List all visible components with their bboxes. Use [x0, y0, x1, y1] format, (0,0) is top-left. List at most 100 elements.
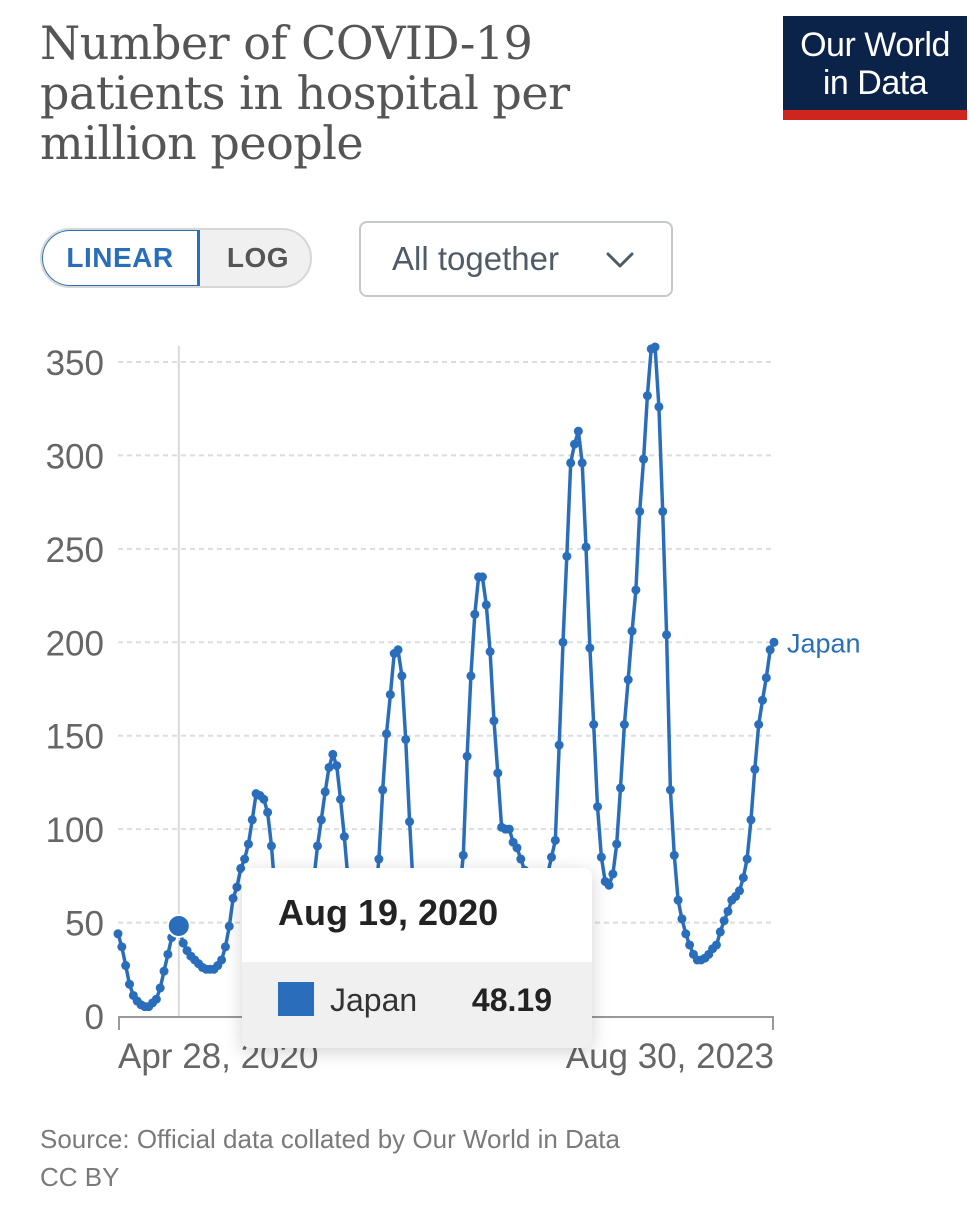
data-point [761, 673, 771, 683]
data-point [639, 454, 649, 464]
logo-line2: in Data [822, 64, 928, 102]
facet-select[interactable]: All together [359, 221, 673, 297]
data-point [266, 841, 276, 851]
data-point [608, 869, 618, 879]
data-point [385, 690, 395, 700]
series-label-japan: Japan [787, 628, 861, 658]
tooltip-row: Japan 48.19 [242, 962, 592, 1048]
data-point [677, 914, 687, 924]
data-point [401, 734, 411, 744]
data-point [405, 817, 415, 827]
data-point [178, 938, 188, 948]
data-point [765, 645, 775, 655]
data-point [470, 609, 480, 619]
data-point [627, 626, 637, 636]
data-point [485, 647, 495, 657]
data-point [247, 815, 257, 825]
data-point [312, 841, 322, 851]
data-point [232, 882, 242, 892]
data-point [750, 764, 760, 774]
data-point [378, 785, 388, 795]
source-note: Source: Official data collated by Our Wo… [40, 1120, 620, 1196]
data-point [566, 458, 576, 468]
data-point [332, 761, 342, 771]
data-point [224, 921, 234, 931]
data-point [662, 630, 672, 640]
data-point [217, 955, 227, 965]
tooltip-value: 48.19 [471, 982, 552, 1018]
data-point [382, 729, 392, 739]
data-point [581, 542, 591, 552]
data-point [665, 785, 675, 795]
grid-lines [118, 361, 774, 924]
tooltip: Aug 19, 2020 Japan 48.19 [242, 868, 592, 1048]
data-point [669, 850, 679, 860]
chart-title: Number of COVID-19 patients in hospital … [40, 16, 570, 170]
data-point [462, 751, 472, 761]
data-point [558, 637, 568, 647]
data-point [738, 873, 748, 883]
data-point [573, 426, 583, 436]
y-tick-label-250: 250 [46, 531, 104, 570]
scale-toggle: LINEAR LOG [40, 228, 312, 288]
data-point [163, 949, 173, 959]
data-point [117, 942, 127, 952]
data-point [616, 783, 626, 793]
data-point [562, 551, 572, 561]
data-point [504, 824, 514, 834]
data-point [685, 940, 695, 950]
data-point [339, 832, 349, 842]
data-point [493, 768, 503, 778]
data-point [757, 695, 767, 705]
data-point [742, 854, 752, 864]
data-point [681, 929, 691, 939]
y-tick-label-200: 200 [46, 624, 104, 663]
data-point [512, 843, 522, 853]
log-scale-button[interactable]: LOG [226, 242, 290, 273]
data-point [754, 720, 764, 730]
data-point [320, 787, 330, 797]
source-text: Source: Official data collated by Our Wo… [40, 1124, 620, 1154]
data-point [243, 839, 253, 849]
data-point [593, 802, 603, 812]
data-point [477, 572, 487, 582]
y-tick-label-100: 100 [46, 811, 104, 850]
data-point [589, 720, 599, 730]
data-point [673, 895, 683, 905]
data-point [631, 585, 641, 595]
facet-select-value: All together [392, 240, 559, 277]
y-tick-label-150: 150 [46, 718, 104, 757]
linear-scale-button[interactable]: LINEAR [42, 230, 200, 286]
y-tick-label-0: 0 [85, 998, 104, 1037]
data-point [220, 942, 230, 952]
data-point [623, 675, 633, 685]
y-tick-label-50: 50 [65, 905, 104, 944]
data-point [585, 643, 595, 653]
data-point [458, 850, 468, 860]
data-point [619, 720, 629, 730]
data-point [550, 835, 560, 845]
y-tick-label-300: 300 [46, 437, 104, 476]
data-point [489, 716, 499, 726]
chevron-down-icon [606, 252, 634, 268]
data-point [546, 852, 556, 862]
data-point [316, 815, 326, 825]
data-point [577, 458, 587, 468]
data-point [121, 961, 131, 971]
data-point [746, 815, 756, 825]
data-point [650, 342, 660, 352]
data-point [719, 916, 729, 926]
owid-logo[interactable]: Our World in Data [783, 16, 967, 120]
data-point [642, 391, 652, 401]
data-point [516, 854, 526, 864]
data-point [374, 854, 384, 864]
data-point [612, 839, 622, 849]
data-point [155, 983, 165, 993]
data-point [769, 637, 779, 647]
data-point [259, 794, 269, 804]
data-point [466, 671, 476, 681]
data-point [654, 402, 664, 412]
data-point [596, 852, 606, 862]
data-point [113, 929, 123, 939]
tooltip-entity: Japan [330, 982, 418, 1018]
